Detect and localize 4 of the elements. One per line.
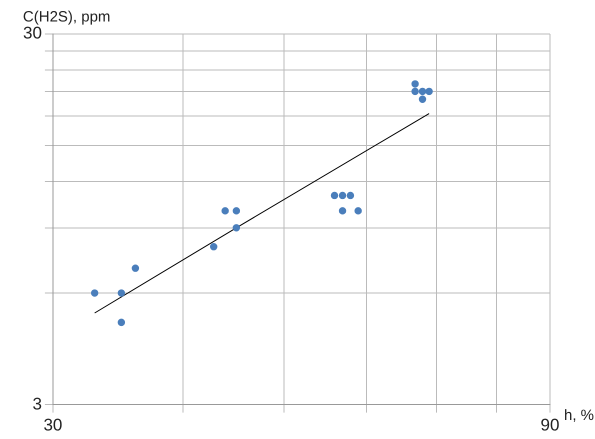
- y-tick-label: 3: [32, 394, 42, 414]
- x-axis-title: h, %: [564, 407, 594, 424]
- x-tick-label: 90: [540, 415, 560, 434]
- y-axis-title: C(H2S), ppm: [22, 8, 110, 26]
